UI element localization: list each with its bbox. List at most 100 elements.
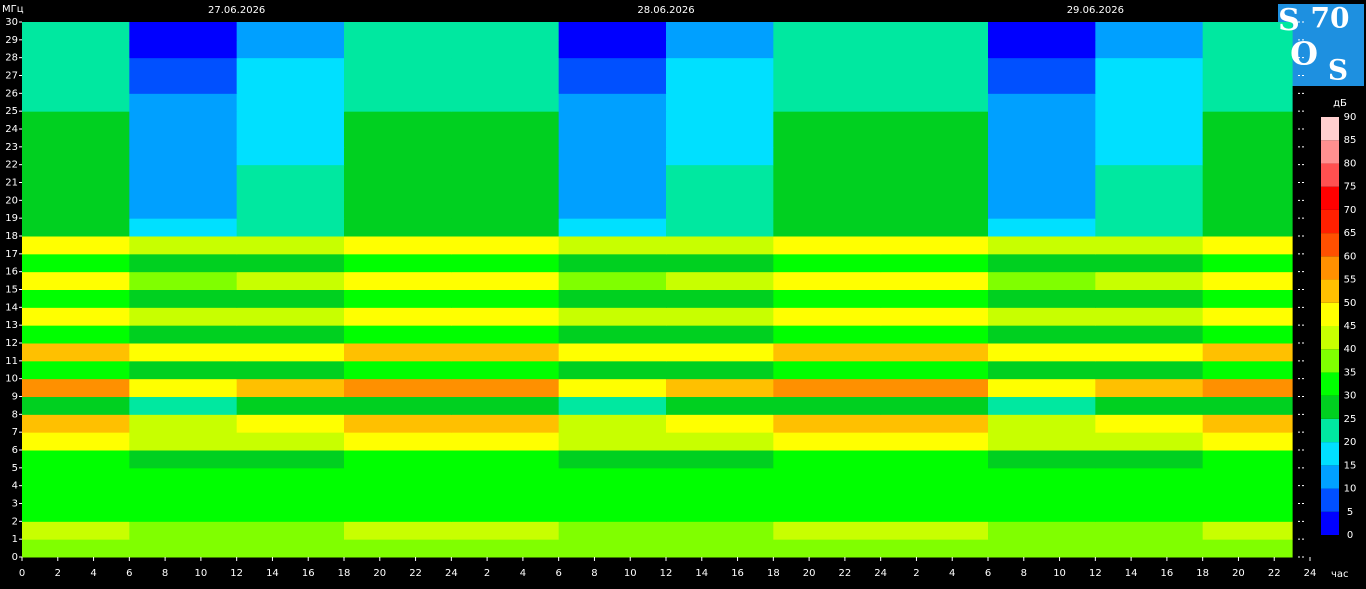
heatmap-cell (344, 432, 452, 451)
heatmap-cell (129, 218, 238, 237)
heatmap-cell (1202, 182, 1293, 201)
heatmap-cell (666, 307, 774, 326)
heatmap-cell (129, 75, 238, 94)
heatmap-cell (880, 432, 989, 451)
heatmap-cell (451, 236, 560, 255)
heatmap-cell (236, 343, 345, 362)
heatmap-cell (558, 271, 667, 290)
heatmap-cell (880, 360, 989, 380)
heatmap-cell (1095, 307, 1204, 326)
heatmap-cell (666, 414, 774, 433)
heatmap-cell (558, 289, 667, 308)
heatmap-cell (22, 521, 130, 540)
heatmap-cell (451, 129, 560, 148)
heatmap-cell (1202, 93, 1293, 112)
heatmap-cell (880, 271, 989, 290)
heatmap-cell (1202, 111, 1293, 130)
heatmap-cell (236, 93, 345, 112)
heatmap-cell (129, 360, 238, 380)
heatmap-cell (558, 307, 667, 326)
colorbar-tick-label: 80 (1344, 158, 1357, 169)
y-tick-label: 24 (5, 124, 18, 135)
y-tick-label: 14 (5, 302, 18, 313)
heatmap-cell (1202, 236, 1293, 255)
heatmap-cell (129, 200, 238, 219)
heatmap-cell (988, 146, 1096, 166)
heatmap-cell (22, 503, 130, 522)
heatmap-cell (988, 360, 1096, 380)
heatmap-cell (988, 378, 1096, 397)
heatmap-cell (988, 111, 1096, 130)
heatmap-cell (236, 39, 345, 59)
heatmap-cell (1095, 485, 1204, 504)
x-tick-label: 14 (266, 568, 279, 579)
heatmap-cell (1095, 75, 1204, 94)
heatmap-cell (666, 521, 774, 540)
heatmap-cell (880, 289, 989, 308)
heatmap-cell (1202, 164, 1293, 183)
heatmap-cell (236, 182, 345, 201)
heatmap-cell (1095, 236, 1204, 255)
heatmap-cell (988, 396, 1096, 415)
heatmap-cell (988, 325, 1096, 344)
y-tick-label: 22 (5, 160, 18, 171)
x-tick-label: 10 (1053, 568, 1066, 579)
heatmap-cell (773, 378, 882, 397)
heatmap-cell (344, 164, 452, 183)
colorbar-tick-label: 60 (1344, 251, 1357, 262)
x-tick-label: 18 (1196, 568, 1209, 579)
y-tick-label: 9 (12, 392, 18, 403)
x-tick-label: 10 (624, 568, 637, 579)
heatmap-cell (880, 414, 989, 433)
heatmap-cell (129, 432, 238, 451)
heatmap-cell (22, 414, 130, 433)
colorbar-segment (1321, 395, 1339, 419)
heatmap-cell (22, 253, 130, 273)
heatmap-cell (1095, 289, 1204, 308)
heatmap-cell (558, 182, 667, 201)
heatmap-cell (988, 93, 1096, 112)
heatmap-cell (773, 22, 882, 41)
heatmap-cell (880, 200, 989, 219)
heatmap-cell (773, 539, 882, 558)
heatmap-cell (22, 450, 130, 469)
x-tick-label: 20 (373, 568, 386, 579)
y-tick-label: 27 (5, 71, 18, 82)
heatmap-cell (451, 182, 560, 201)
heatmap-cell (666, 396, 774, 415)
heatmap-cell (773, 414, 882, 433)
heatmap-cell (1202, 521, 1293, 540)
heatmap-cell (988, 271, 1096, 290)
heatmap-cell (22, 307, 130, 326)
y-tick-label: 11 (5, 356, 18, 367)
heatmap-cell (880, 503, 989, 522)
heatmap-cell (558, 343, 667, 362)
heatmap-cell (666, 93, 774, 112)
heatmap-cell (666, 75, 774, 94)
heatmap-cell (1095, 343, 1204, 362)
heatmap-cell (451, 450, 560, 469)
heatmap-cell (22, 75, 130, 94)
heatmap-cell (451, 432, 560, 451)
y-tick-label: 13 (5, 320, 18, 331)
logo-text: S (1278, 3, 1300, 38)
heatmap-cell (988, 503, 1096, 522)
x-tick-label: 22 (409, 568, 422, 579)
heatmap-cell (451, 22, 560, 41)
colorbar-tick-label: 0 (1347, 530, 1353, 541)
heatmap-cell (773, 75, 882, 94)
heatmap-cell (236, 200, 345, 219)
heatmap-cell (880, 236, 989, 255)
heatmap-cell (666, 271, 774, 290)
heatmap-cell (558, 360, 667, 380)
heatmap-cell (880, 343, 989, 362)
heatmap-cell (773, 93, 882, 112)
heatmap-cell (22, 57, 130, 76)
colorbar-segment (1321, 302, 1339, 326)
heatmap-cell (880, 539, 989, 558)
heatmap-cell (344, 129, 452, 148)
x-tick-label: 16 (302, 568, 315, 579)
heatmap-cell (773, 129, 882, 148)
heatmap-cell (558, 503, 667, 522)
heatmap-cell (22, 396, 130, 415)
